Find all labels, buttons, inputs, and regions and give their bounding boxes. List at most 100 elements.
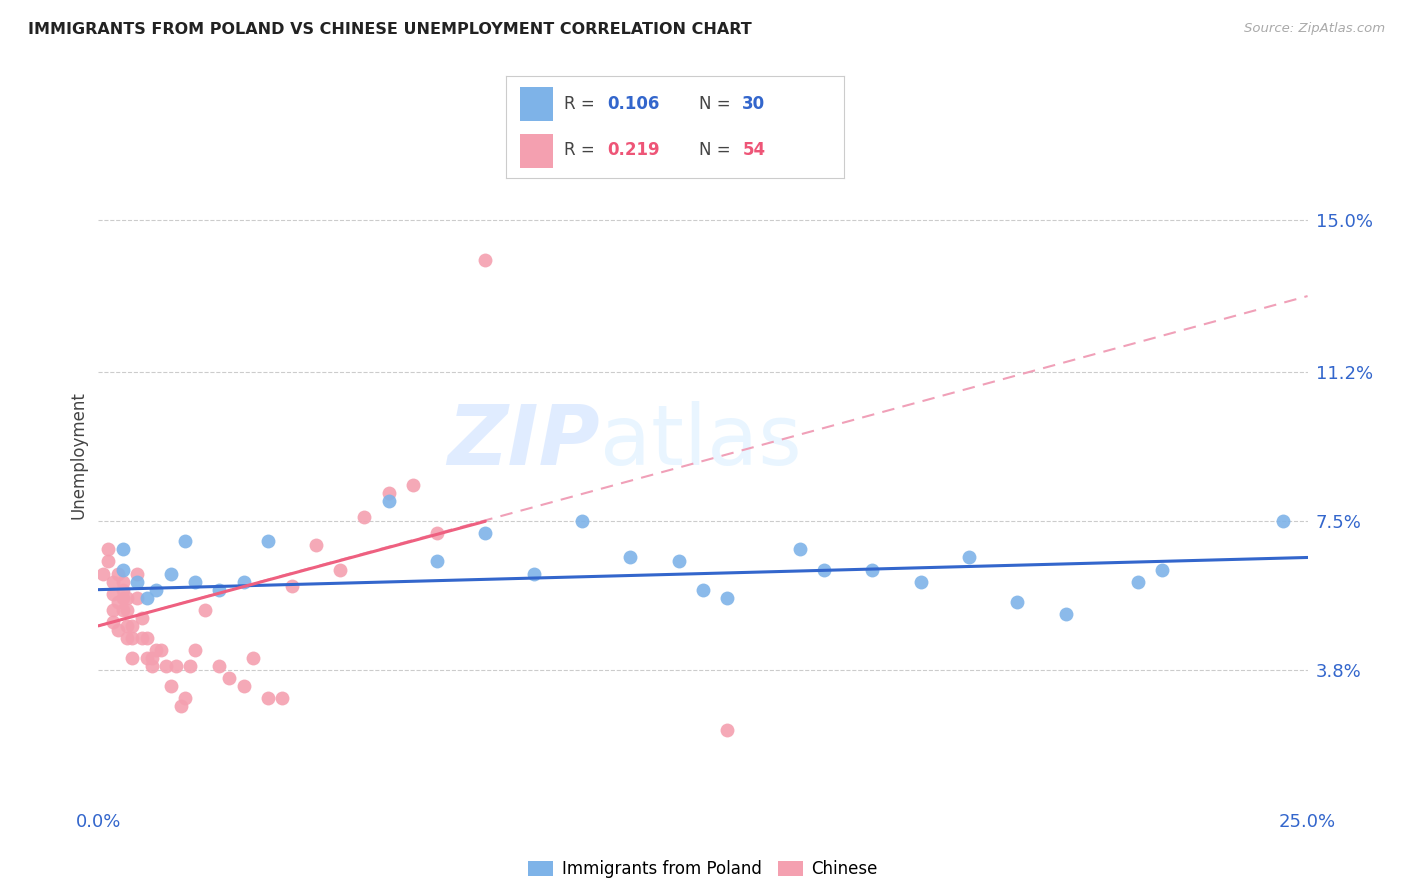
- Point: [121, 651, 143, 665]
- Point: [111, 582, 134, 597]
- Point: [402, 478, 425, 492]
- Point: [141, 651, 163, 665]
- Point: [474, 526, 496, 541]
- Point: [194, 603, 217, 617]
- Point: [692, 582, 714, 597]
- Point: [150, 643, 173, 657]
- Point: [145, 643, 167, 657]
- Point: [121, 619, 143, 633]
- Point: [111, 603, 134, 617]
- Point: [184, 574, 207, 589]
- Point: [111, 542, 134, 557]
- Text: Source: ZipAtlas.com: Source: ZipAtlas.com: [1244, 22, 1385, 36]
- Point: [208, 582, 231, 597]
- Point: [107, 623, 129, 637]
- Point: [160, 679, 183, 693]
- Point: [101, 574, 124, 589]
- Point: [127, 566, 149, 581]
- Point: [377, 494, 399, 508]
- Point: [107, 595, 129, 609]
- Point: [174, 691, 197, 706]
- Text: N =: N =: [699, 95, 735, 113]
- Point: [910, 574, 932, 589]
- Point: [117, 591, 139, 605]
- Point: [426, 554, 449, 568]
- Point: [131, 611, 153, 625]
- Point: [107, 566, 129, 581]
- Point: [1128, 574, 1150, 589]
- Text: ZIP: ZIP: [447, 401, 600, 482]
- Point: [305, 538, 328, 552]
- Point: [91, 566, 114, 581]
- Point: [160, 566, 183, 581]
- Legend: Immigrants from Poland, Chinese: Immigrants from Poland, Chinese: [522, 854, 884, 885]
- Point: [716, 591, 738, 605]
- Y-axis label: Unemployment: Unemployment: [69, 391, 87, 519]
- Text: 54: 54: [742, 141, 765, 159]
- Point: [184, 643, 207, 657]
- Point: [789, 542, 811, 557]
- Point: [232, 574, 254, 589]
- Point: [174, 534, 197, 549]
- Point: [169, 699, 191, 714]
- Text: atlas: atlas: [600, 401, 801, 482]
- Text: IMMIGRANTS FROM POLAND VS CHINESE UNEMPLOYMENT CORRELATION CHART: IMMIGRANTS FROM POLAND VS CHINESE UNEMPL…: [28, 22, 752, 37]
- Point: [232, 679, 254, 693]
- Point: [135, 651, 157, 665]
- Point: [716, 723, 738, 738]
- Point: [377, 486, 399, 500]
- Point: [111, 562, 134, 576]
- Point: [127, 591, 149, 605]
- Point: [135, 631, 157, 645]
- Text: R =: R =: [564, 141, 599, 159]
- Point: [97, 542, 120, 557]
- Point: [242, 651, 264, 665]
- Text: 0.219: 0.219: [607, 141, 659, 159]
- Point: [145, 582, 167, 597]
- Text: 0.106: 0.106: [607, 95, 659, 113]
- Point: [208, 659, 231, 673]
- Point: [256, 691, 278, 706]
- Point: [165, 659, 187, 673]
- Point: [117, 603, 139, 617]
- Point: [117, 619, 139, 633]
- Point: [101, 615, 124, 629]
- Point: [218, 671, 240, 685]
- Point: [523, 566, 546, 581]
- Point: [474, 252, 496, 267]
- Point: [668, 554, 690, 568]
- FancyBboxPatch shape: [520, 135, 554, 168]
- Point: [353, 510, 375, 524]
- Point: [117, 631, 139, 645]
- Point: [957, 550, 980, 565]
- Point: [281, 579, 304, 593]
- Point: [619, 550, 641, 565]
- Point: [426, 526, 449, 541]
- Point: [179, 659, 201, 673]
- Point: [127, 574, 149, 589]
- Point: [571, 514, 593, 528]
- Point: [1007, 595, 1029, 609]
- Point: [860, 562, 883, 576]
- Point: [101, 587, 124, 601]
- Point: [155, 659, 177, 673]
- Text: N =: N =: [699, 141, 735, 159]
- Point: [256, 534, 278, 549]
- Text: 30: 30: [742, 95, 765, 113]
- Point: [813, 562, 835, 576]
- Point: [121, 631, 143, 645]
- Point: [101, 603, 124, 617]
- Point: [1054, 607, 1077, 621]
- Point: [271, 691, 294, 706]
- Point: [329, 562, 352, 576]
- Point: [1272, 514, 1295, 528]
- Point: [131, 631, 153, 645]
- Point: [97, 554, 120, 568]
- Point: [1152, 562, 1174, 576]
- Point: [111, 574, 134, 589]
- Point: [135, 591, 157, 605]
- Text: R =: R =: [564, 95, 599, 113]
- Point: [111, 591, 134, 605]
- Point: [141, 659, 163, 673]
- FancyBboxPatch shape: [520, 87, 554, 121]
